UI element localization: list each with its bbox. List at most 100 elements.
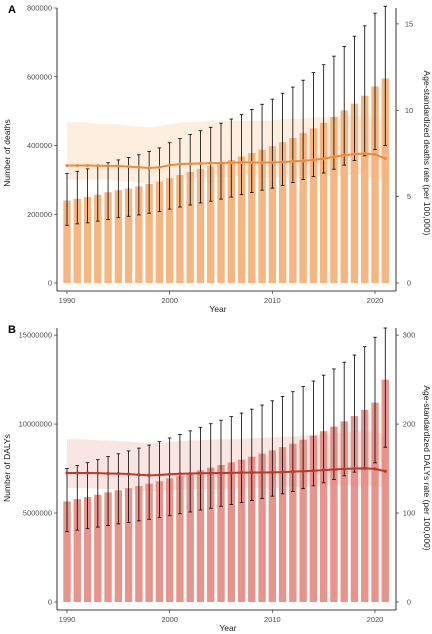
- panel-a-rate-point-2012: [291, 159, 295, 163]
- panel-b-rate-point-2013: [301, 469, 305, 473]
- panel-a-x-axis-title: Year: [209, 304, 226, 314]
- panel-b-error-bar-1997: [137, 447, 141, 522]
- panel-b-rate-point-2001: [178, 472, 182, 476]
- panel-a-bar-1998: [145, 184, 153, 283]
- panel-b-bar-2008: [248, 456, 256, 602]
- panel-a-rate-line-layer: [65, 151, 387, 170]
- panel-b-bar-1997: [135, 485, 143, 602]
- panel-a-bar-2009: [258, 149, 266, 284]
- panel-a-rate-point-2018: [352, 152, 357, 156]
- panel-a-x-tick-label: 2000: [161, 296, 178, 305]
- panel-a-bar-1991: [73, 198, 81, 283]
- panel-b-rate-point-1990: [65, 471, 69, 475]
- panel-a-error-bar-2015: [321, 64, 326, 174]
- panel-b-rate-point-1993: [96, 471, 100, 475]
- panel-a-error-bar-2021: [383, 5, 388, 146]
- panel-a-rate-point-2001: [178, 162, 182, 166]
- panel-a-bar-2016: [330, 116, 338, 283]
- panel-a-error-bars-layer: [65, 5, 388, 226]
- panel-a-rate-point-2019: [363, 151, 367, 156]
- panel-a-error-bar-2011: [280, 92, 285, 186]
- panel-a-bar-2019: [361, 95, 369, 283]
- panel-b-error-bar-2018: [352, 354, 357, 473]
- panel-b-error-bar-2007: [239, 412, 244, 503]
- panel-a-rate-point-1997: [137, 165, 141, 169]
- panel-b-bar-2020: [371, 402, 379, 602]
- panel-a-bar-2006: [227, 159, 235, 283]
- panel-a-bar-1995: [114, 190, 123, 283]
- panel-b-x-tick-label: 2020: [367, 615, 384, 624]
- panel-b: B 0 5000000 10000000 15000000 0 100 200 300 1990…: [2, 324, 432, 633]
- panel-a-bar-2003: [196, 168, 205, 284]
- panel-a-rate-point-1991: [75, 163, 79, 168]
- panel-a-error-bar-1997: [137, 154, 141, 216]
- panel-b-bar-1991: [73, 499, 81, 602]
- panel-b-bar-2011: [278, 447, 287, 602]
- panel-a-rate-point-2010: [270, 160, 274, 165]
- panel-b-bar-2021: [381, 379, 389, 602]
- panel-b-bar-2019: [361, 409, 369, 602]
- panel-b-rate-point-2006: [229, 471, 233, 475]
- panel-a-error-bar-2009: [260, 103, 264, 191]
- panel-a-bar-2011: [278, 142, 287, 283]
- panel-a-y2-tick-label: 15: [405, 19, 413, 28]
- panel-a-bar-2004: [207, 166, 215, 284]
- panel-a-error-bar-2017: [342, 46, 346, 166]
- panel-a-error-bar-1994: [106, 162, 110, 220]
- panel-a-rate-point-2014: [311, 158, 315, 162]
- panel-b-error-bar-2005: [219, 419, 223, 507]
- panel-a-bar-1992: [83, 197, 92, 283]
- panel-a-rate-point-1996: [127, 164, 131, 169]
- panel-b-rate-point-2015: [322, 468, 326, 472]
- panel-b-label: B: [8, 324, 16, 336]
- panel-b-bar-2006: [227, 462, 235, 602]
- panel-b-bar-1999: [155, 481, 164, 602]
- panel-a-error-bar-2010: [270, 98, 275, 189]
- panel-b-rate-point-2010: [270, 470, 274, 474]
- panel-a-error-bar-2019: [362, 25, 367, 157]
- panel-a-error-bar-1991: [75, 170, 80, 225]
- panel-b-rate-point-2018: [352, 466, 357, 471]
- panel-b-bar-2001: [176, 475, 184, 602]
- panel-a-rate-point-2006: [229, 161, 233, 165]
- panel-a-y2-tick-label: 10: [405, 106, 413, 115]
- panel-b-error-bar-2020: [373, 336, 377, 464]
- panel-b-error-bar-2006: [229, 416, 234, 505]
- panel-a-rate-point-1994: [106, 164, 110, 168]
- panel-b-y-axis-title: Number of DALYs: [2, 434, 12, 502]
- panel-b-rate-point-2020: [373, 467, 377, 471]
- panel-a-bar-2001: [176, 175, 184, 283]
- panel-a-y-axis-title: Number of deaths: [2, 119, 12, 187]
- panel-a-bar-2000: [165, 178, 174, 283]
- panel-b-error-bar-2021: [383, 327, 388, 448]
- panel-b-bar-2013: [299, 439, 307, 602]
- panel-b-rate-point-1992: [85, 471, 90, 475]
- panel-b-rate-point-2011: [281, 470, 285, 474]
- panel-b-error-bar-2000: [167, 437, 172, 517]
- panel-a-bar-2014: [309, 128, 318, 283]
- panel-b-bar-1995: [114, 490, 123, 602]
- panel-a-error-bar-2013: [301, 79, 305, 180]
- panel-a-rate-point-2020: [373, 152, 377, 156]
- panel-a-rate-point-2002: [188, 162, 192, 166]
- panel-a-error-bar-2008: [250, 109, 254, 193]
- panel-b-error-bar-1998: [147, 444, 151, 520]
- panel-a-bar-2012: [289, 137, 297, 283]
- panel-b-error-bar-2003: [198, 426, 203, 511]
- panel-a-bar-2017: [340, 110, 348, 283]
- panel-a-rate-point-1999: [157, 165, 161, 169]
- panel-b-y2-tick-label: 0: [407, 598, 411, 607]
- panel-a-error-bar-2001: [178, 138, 182, 208]
- panel-b-bar-2010: [268, 450, 277, 602]
- panel-a-error-bar-2018: [352, 35, 357, 162]
- panel-b-y2-tick-label: 100: [403, 509, 416, 518]
- panel-b-y2-axis-title: Age-standardized DALYs rate (per 100,000…: [422, 385, 432, 550]
- panel-b-y2-tick-label: 200: [403, 420, 416, 429]
- panel-b-error-bar-2010: [270, 400, 275, 497]
- panel-b-error-bar-2004: [208, 423, 213, 509]
- panel-b-bar-2003: [196, 470, 205, 602]
- panel-a-rate-point-2000: [168, 163, 172, 167]
- panel-a-bar-2013: [299, 133, 307, 284]
- panel-b-rate-point-1999: [157, 473, 161, 477]
- panel-b-error-bar-1994: [106, 456, 110, 526]
